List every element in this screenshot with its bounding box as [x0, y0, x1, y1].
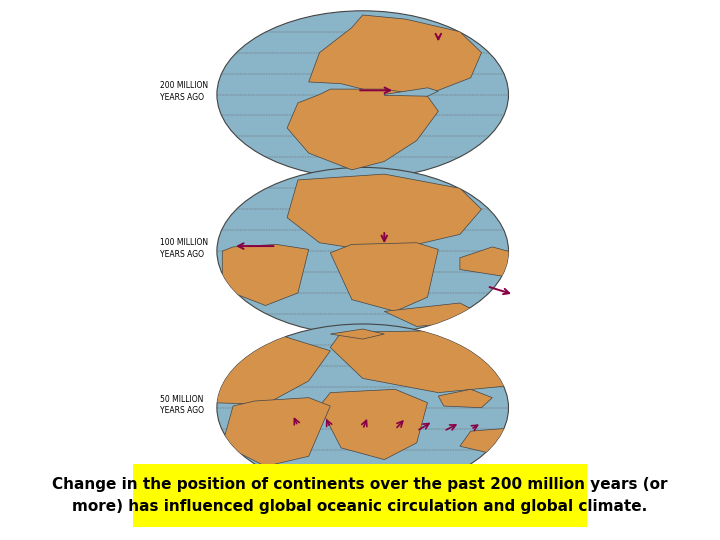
Polygon shape — [384, 303, 492, 326]
Ellipse shape — [217, 324, 508, 491]
Ellipse shape — [217, 11, 508, 178]
Text: Change in the position of continents over the past 200 million years (or
more) h: Change in the position of continents ove… — [53, 477, 667, 514]
Ellipse shape — [217, 167, 508, 335]
Polygon shape — [460, 247, 514, 276]
Ellipse shape — [217, 167, 508, 335]
Polygon shape — [179, 334, 330, 404]
Polygon shape — [460, 426, 557, 456]
Ellipse shape — [217, 11, 508, 178]
Text: 200 MILLION
YEARS AGO: 200 MILLION YEARS AGO — [160, 82, 208, 102]
Polygon shape — [309, 15, 482, 94]
Polygon shape — [320, 389, 428, 460]
Text: 50 MILLION
YEARS AGO: 50 MILLION YEARS AGO — [160, 395, 204, 415]
Text: 100 MILLION
YEARS AGO: 100 MILLION YEARS AGO — [160, 238, 208, 259]
Polygon shape — [287, 476, 438, 488]
Polygon shape — [330, 329, 384, 339]
Polygon shape — [384, 88, 438, 96]
Polygon shape — [438, 389, 492, 408]
Polygon shape — [330, 330, 557, 393]
FancyBboxPatch shape — [133, 464, 587, 526]
Polygon shape — [287, 174, 482, 249]
Polygon shape — [330, 243, 438, 312]
Ellipse shape — [217, 324, 508, 491]
Polygon shape — [287, 89, 438, 170]
Polygon shape — [222, 245, 309, 306]
Polygon shape — [222, 397, 330, 466]
